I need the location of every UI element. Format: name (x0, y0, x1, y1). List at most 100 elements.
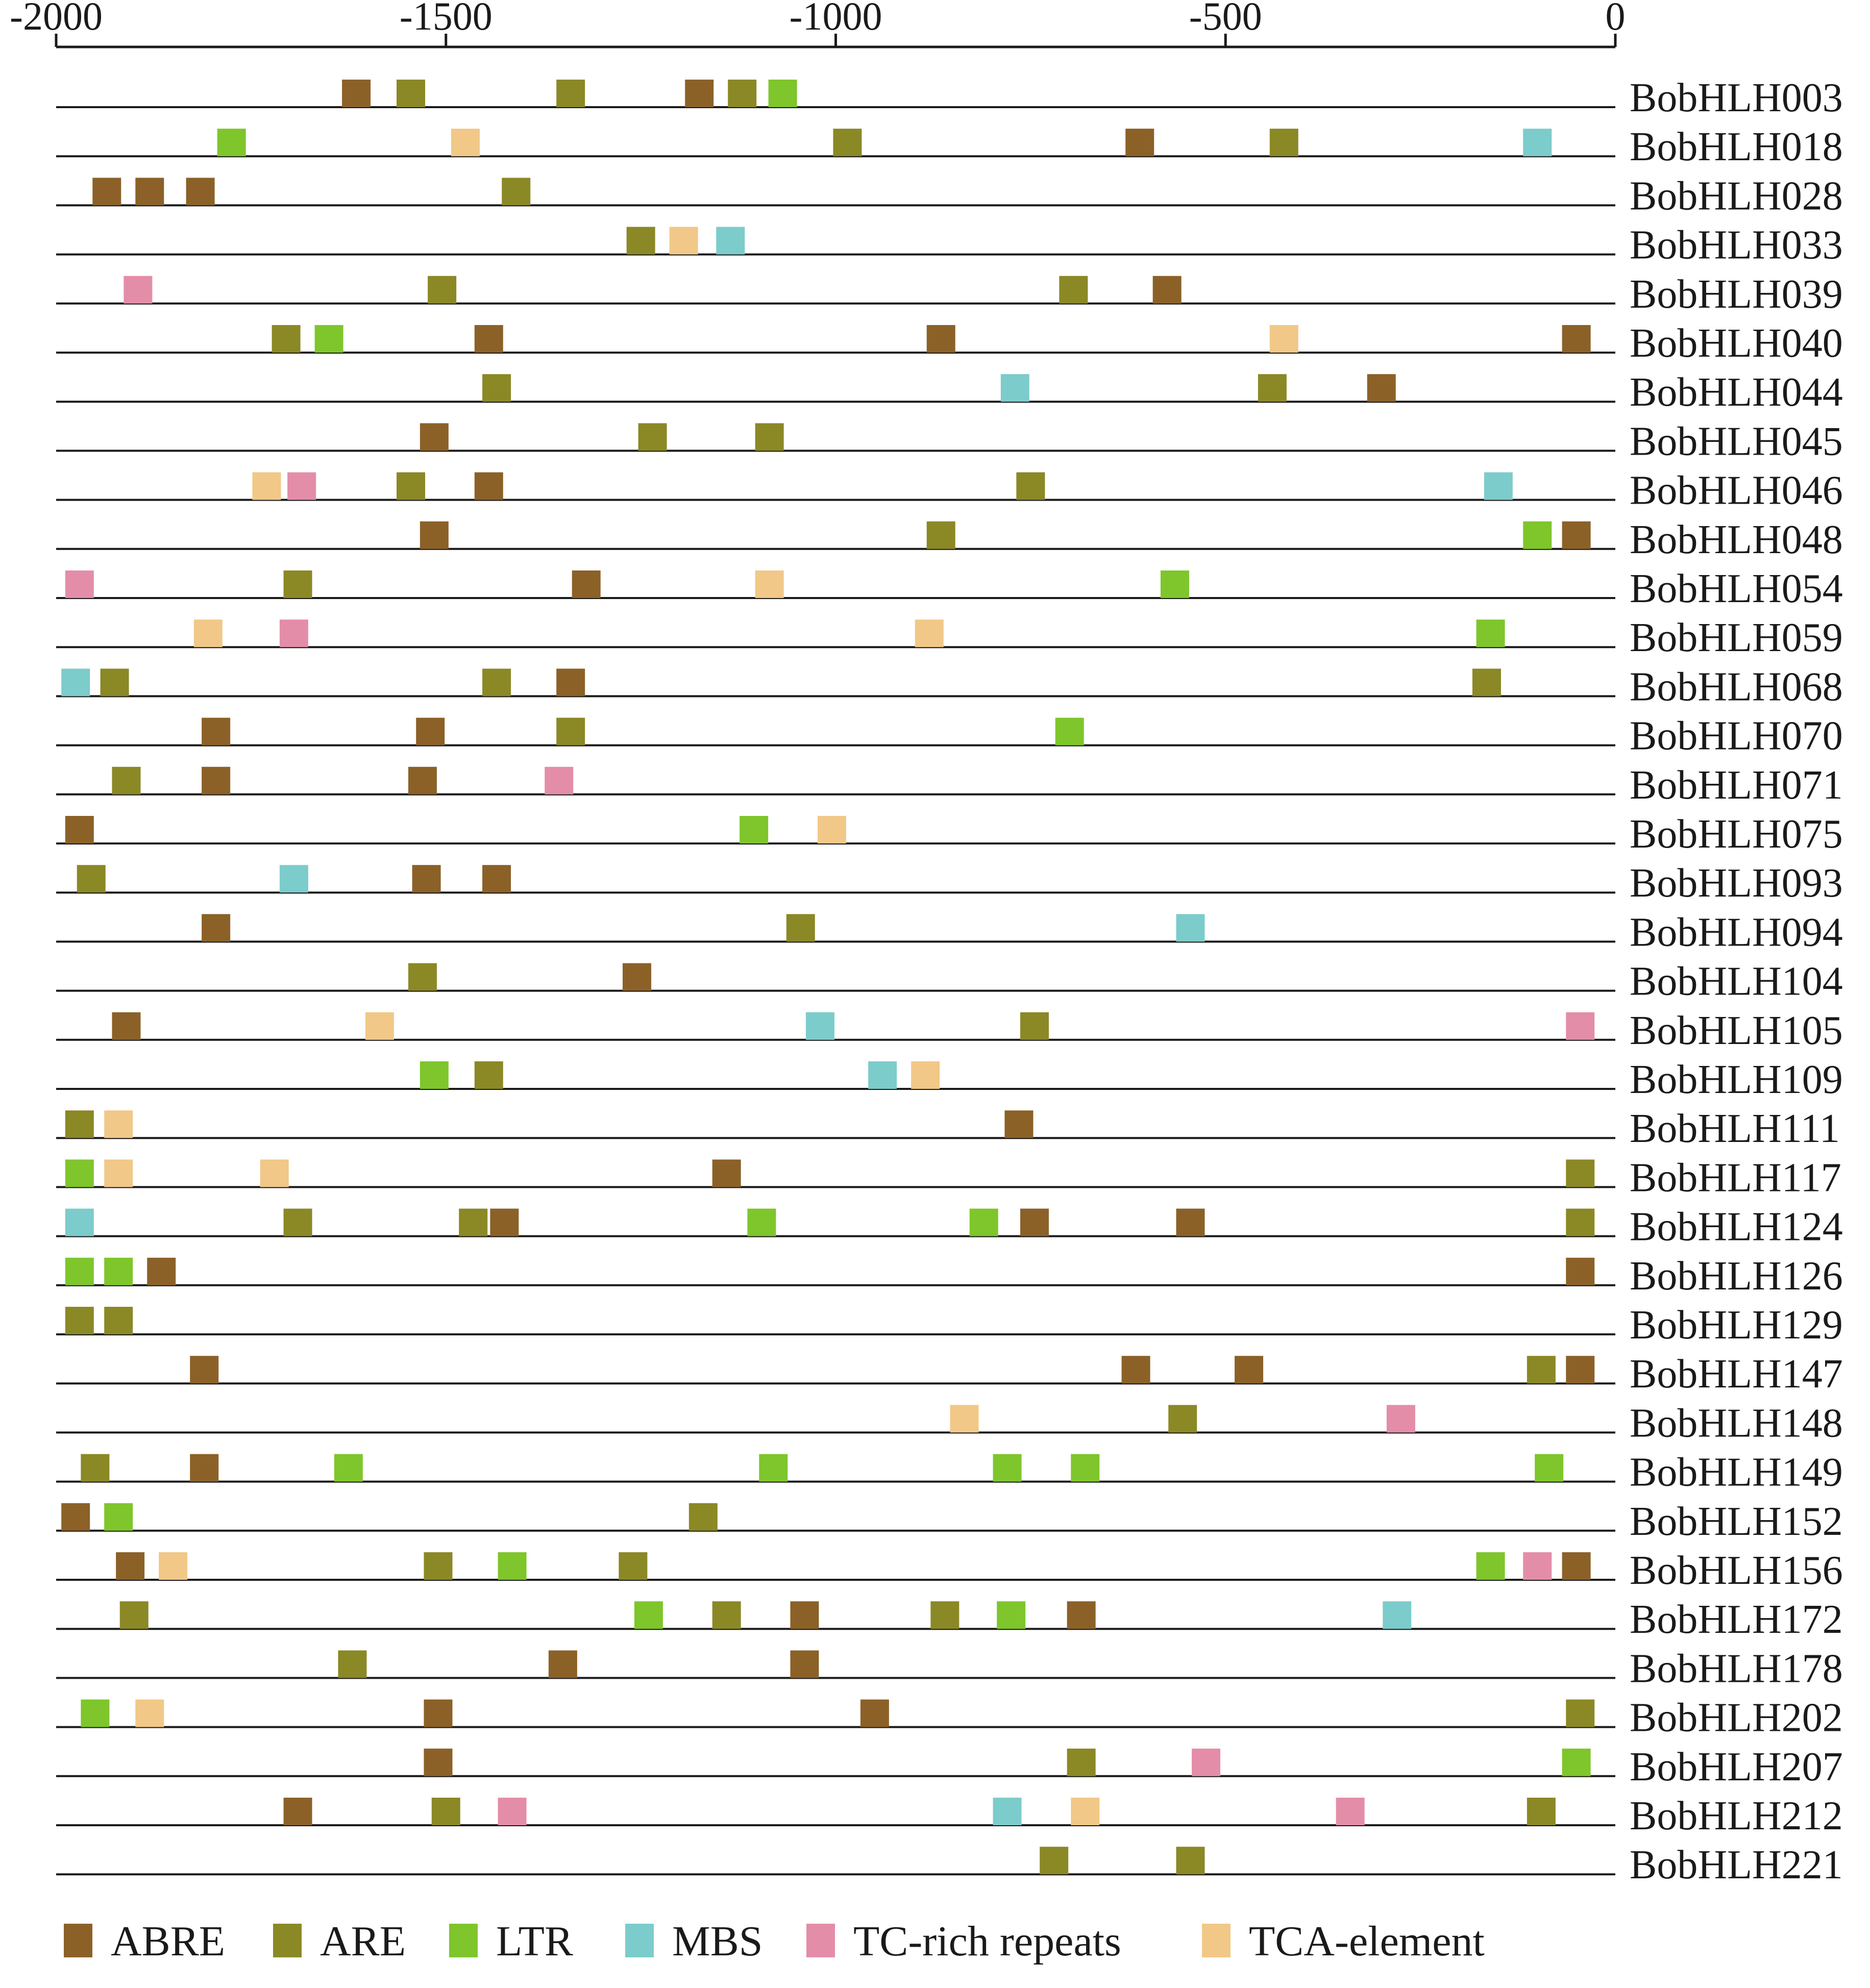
element-marker (688, 1503, 718, 1531)
gene-label: BobHLH003 (1630, 76, 1843, 120)
element-marker (1566, 1012, 1595, 1040)
element-marker (1071, 1798, 1100, 1825)
element-marker (926, 521, 955, 549)
element-marker (408, 963, 437, 991)
gene-row: BobHLH111 (56, 1106, 1840, 1151)
element-marker (747, 1208, 776, 1236)
element-marker (474, 472, 503, 500)
element-marker (338, 1650, 367, 1678)
gene-label: BobHLH152 (1630, 1499, 1843, 1544)
element-marker (1523, 129, 1552, 157)
element-marker (424, 1748, 453, 1776)
element-marker (685, 80, 714, 107)
element-marker (397, 80, 426, 107)
element-marker (1020, 1208, 1049, 1236)
gene-label: BobHLH048 (1630, 517, 1843, 562)
element-marker (548, 1650, 577, 1678)
element-marker (252, 472, 281, 500)
element-marker (728, 80, 757, 107)
element-marker (147, 1257, 176, 1285)
element-marker (1269, 325, 1298, 353)
legend-swatch (64, 1924, 92, 1957)
element-marker (712, 1601, 741, 1629)
x-tick-label: 0 (1606, 0, 1626, 38)
element-marker (65, 1208, 94, 1236)
element-marker (790, 1601, 819, 1629)
element-marker (116, 1552, 145, 1580)
gene-row: BobHLH117 (56, 1155, 1841, 1200)
element-marker (428, 276, 457, 304)
gene-row: BobHLH172 (56, 1597, 1843, 1642)
legend-label: LTR (496, 1918, 573, 1965)
element-marker (65, 816, 94, 843)
element-marker (1566, 1356, 1595, 1384)
gene-row: BobHLH104 (56, 959, 1843, 1004)
element-marker (124, 276, 153, 304)
element-marker (342, 80, 371, 107)
gene-label: BobHLH044 (1630, 370, 1843, 415)
element-marker (1055, 717, 1084, 746)
gene-row: BobHLH202 (56, 1696, 1843, 1741)
element-marker (755, 423, 784, 451)
element-marker (740, 816, 769, 843)
gene-label: BobHLH094 (1630, 910, 1843, 955)
element-marker (993, 1798, 1022, 1825)
element-marker (314, 325, 343, 353)
gene-row: BobHLH156 (56, 1548, 1843, 1593)
element-marker (786, 914, 815, 942)
gene-row: BobHLH071 (56, 763, 1843, 808)
element-marker (61, 1503, 90, 1531)
element-marker (279, 619, 308, 648)
element-marker (1527, 1356, 1556, 1384)
gene-row: BobHLH221 (56, 1843, 1843, 1887)
element-marker (1067, 1601, 1096, 1629)
element-marker (459, 1208, 488, 1236)
element-marker (759, 1454, 788, 1482)
element-marker (451, 129, 480, 157)
element-marker (190, 1356, 219, 1384)
element-marker (1004, 1110, 1034, 1138)
gene-row: BobHLH045 (56, 419, 1843, 464)
element-marker (420, 1061, 449, 1089)
x-tick-label: -1500 (400, 0, 493, 38)
x-tick-label: -1000 (790, 0, 882, 38)
element-marker (424, 1699, 453, 1727)
element-marker (833, 129, 862, 157)
element-marker (190, 1454, 219, 1482)
element-marker (104, 1307, 133, 1334)
element-marker (1176, 1208, 1205, 1236)
element-marker (431, 1798, 460, 1825)
gene-row: BobHLH094 (56, 910, 1843, 955)
element-marker (1269, 129, 1298, 157)
gene-row: BobHLH003 (56, 76, 1843, 120)
element-marker (930, 1601, 959, 1629)
gene-row: BobHLH048 (56, 517, 1843, 562)
element-marker (556, 80, 585, 107)
element-marker (482, 865, 511, 893)
element-marker (287, 472, 316, 500)
legend: ABRE ARE LTR MBS TC-rich repeats TCA-element (64, 1918, 1485, 1965)
gene-row: BobHLH207 (56, 1745, 1843, 1790)
gene-row: BobHLH018 (56, 125, 1843, 169)
gene-label: BobHLH018 (1630, 125, 1843, 169)
element-marker (622, 963, 651, 991)
gene-label: BobHLH070 (1630, 714, 1843, 759)
element-marker (1562, 1748, 1591, 1776)
gene-label: BobHLH111 (1630, 1106, 1840, 1151)
gene-label: BobHLH040 (1630, 321, 1843, 366)
element-marker (104, 1110, 133, 1138)
element-marker (65, 1257, 94, 1285)
legend-swatch (273, 1924, 302, 1957)
element-marker (868, 1061, 897, 1089)
gene-label: BobHLH172 (1630, 1597, 1843, 1642)
gene-row: BobHLH044 (56, 370, 1843, 415)
element-marker (100, 668, 129, 697)
element-marker (1566, 1257, 1595, 1285)
gene-row: BobHLH105 (56, 1008, 1843, 1053)
gene-label: BobHLH221 (1630, 1843, 1843, 1887)
x-tick-label: -500 (1189, 0, 1262, 38)
element-marker (112, 766, 141, 794)
element-marker (1566, 1159, 1595, 1187)
element-marker (716, 227, 745, 255)
